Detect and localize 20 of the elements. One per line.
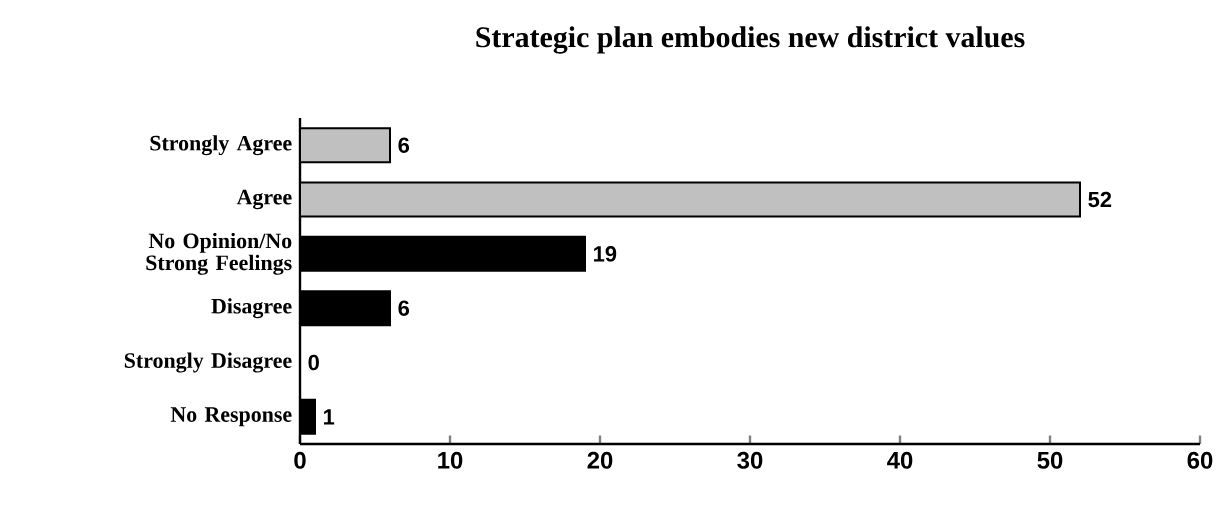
- data-label: 19: [594, 246, 617, 262]
- data-label: 6: [398, 300, 410, 316]
- x-tick-label: 40: [887, 451, 913, 469]
- y-tick-label: Strongly Disagree: [124, 352, 292, 373]
- data-label: 0: [308, 354, 319, 371]
- y-tick-label: No Response: [170, 407, 292, 427]
- data-label: 52: [1088, 191, 1112, 208]
- y-tick-label: Strongly Agree: [150, 135, 292, 156]
- x-tick-label: 50: [1037, 451, 1063, 469]
- y-tick-label: Agree: [236, 189, 292, 210]
- x-tick-label: 60: [1187, 451, 1213, 469]
- x-tick-label: 30: [737, 451, 763, 469]
- chart-title: Strategic plan embodies new district values: [476, 26, 1025, 54]
- y-tick-label: No Opinion/No Strong Feelings: [146, 232, 292, 275]
- y-tick-label: Disagree: [211, 298, 292, 319]
- x-tick-label: 10: [438, 451, 463, 469]
- x-tick-label: 20: [587, 451, 613, 469]
- x-tick-label: 0: [294, 451, 306, 469]
- data-label: 1: [324, 409, 335, 425]
- data-label: 6: [398, 137, 410, 153]
